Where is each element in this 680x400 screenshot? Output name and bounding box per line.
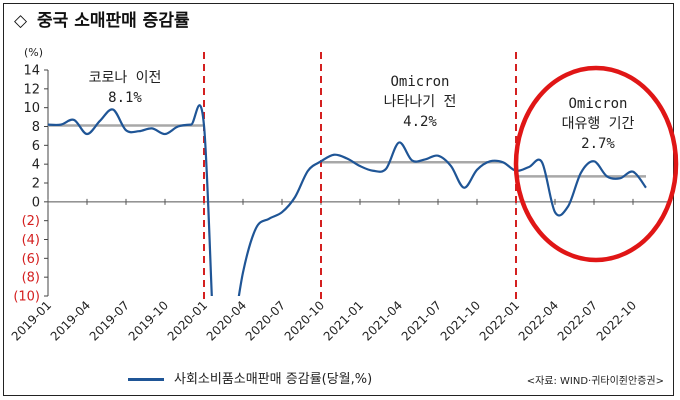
x-tick-label: 2020-04	[204, 298, 249, 343]
period-average-label: 2.7%	[581, 136, 615, 152]
chart-title: ◇ 중국 소매판매 증감률	[14, 6, 190, 31]
omicron-highlight-circle	[513, 65, 679, 263]
legend-line-swatch	[128, 378, 164, 381]
series-line-retail-sales	[48, 104, 647, 296]
x-tick-label: 2021-07	[399, 298, 444, 343]
period-average-label: 8.1%	[108, 90, 142, 106]
y-tick-label: (4)	[22, 233, 40, 248]
x-tick-label: 2019-01	[9, 298, 54, 343]
period-label: 나타나기 전	[384, 94, 457, 110]
x-tick-label: 2020-10	[282, 298, 327, 343]
y-tick-label: 10	[23, 101, 40, 116]
x-tick-label: 2022-10	[594, 298, 639, 343]
y-tick-label: (2)	[22, 214, 40, 229]
y-tick-label: 14	[23, 64, 40, 79]
x-tick-label: 2021-01	[321, 298, 366, 343]
period-average-label: 4.2%	[403, 114, 437, 130]
source-note: <자료: WIND·귀타이쥔안증권>	[526, 376, 664, 387]
chart-title-text: 중국 소매판매 증감률	[37, 11, 190, 31]
period-label: 코로나 이전	[89, 70, 162, 86]
diamond-icon: ◇	[14, 11, 28, 31]
y-tick-label: (8)	[22, 271, 40, 286]
y-tick-label: 6	[32, 139, 40, 154]
y-tick-label: (10)	[13, 290, 40, 305]
legend-label: 사회소비품소매판매 증감률(당월,%)	[174, 372, 373, 387]
x-tick-label: 2019-10	[126, 298, 171, 343]
y-tick-label: 2	[32, 177, 40, 192]
x-tick-label: 2022-04	[516, 298, 561, 343]
x-tick-label: 2019-07	[87, 298, 132, 343]
legend: 사회소비품소매판매 증감률(당월,%)	[128, 368, 372, 387]
x-tick-label: 2021-04	[360, 298, 405, 343]
x-tick-label: 2020-01	[165, 298, 210, 343]
y-axis-unit: (%)	[24, 46, 43, 59]
period-label: Omicron	[568, 96, 627, 112]
y-tick-label: (6)	[22, 252, 40, 267]
y-tick-label: 12	[23, 82, 40, 97]
x-tick-label: 2022-07	[555, 298, 600, 343]
chart-frame	[3, 3, 674, 396]
period-label: 대유행 기간	[562, 116, 635, 132]
period-label: Omicron	[390, 74, 449, 90]
x-tick-label: 2019-04	[48, 298, 93, 343]
x-tick-label: 2021-10	[438, 298, 483, 343]
y-tick-label: 4	[32, 158, 40, 173]
x-tick-label: 2022-01	[477, 298, 522, 343]
y-tick-label: 0	[32, 195, 40, 210]
y-tick-label: 8	[32, 120, 40, 135]
x-tick-label: 2020-07	[243, 298, 288, 343]
